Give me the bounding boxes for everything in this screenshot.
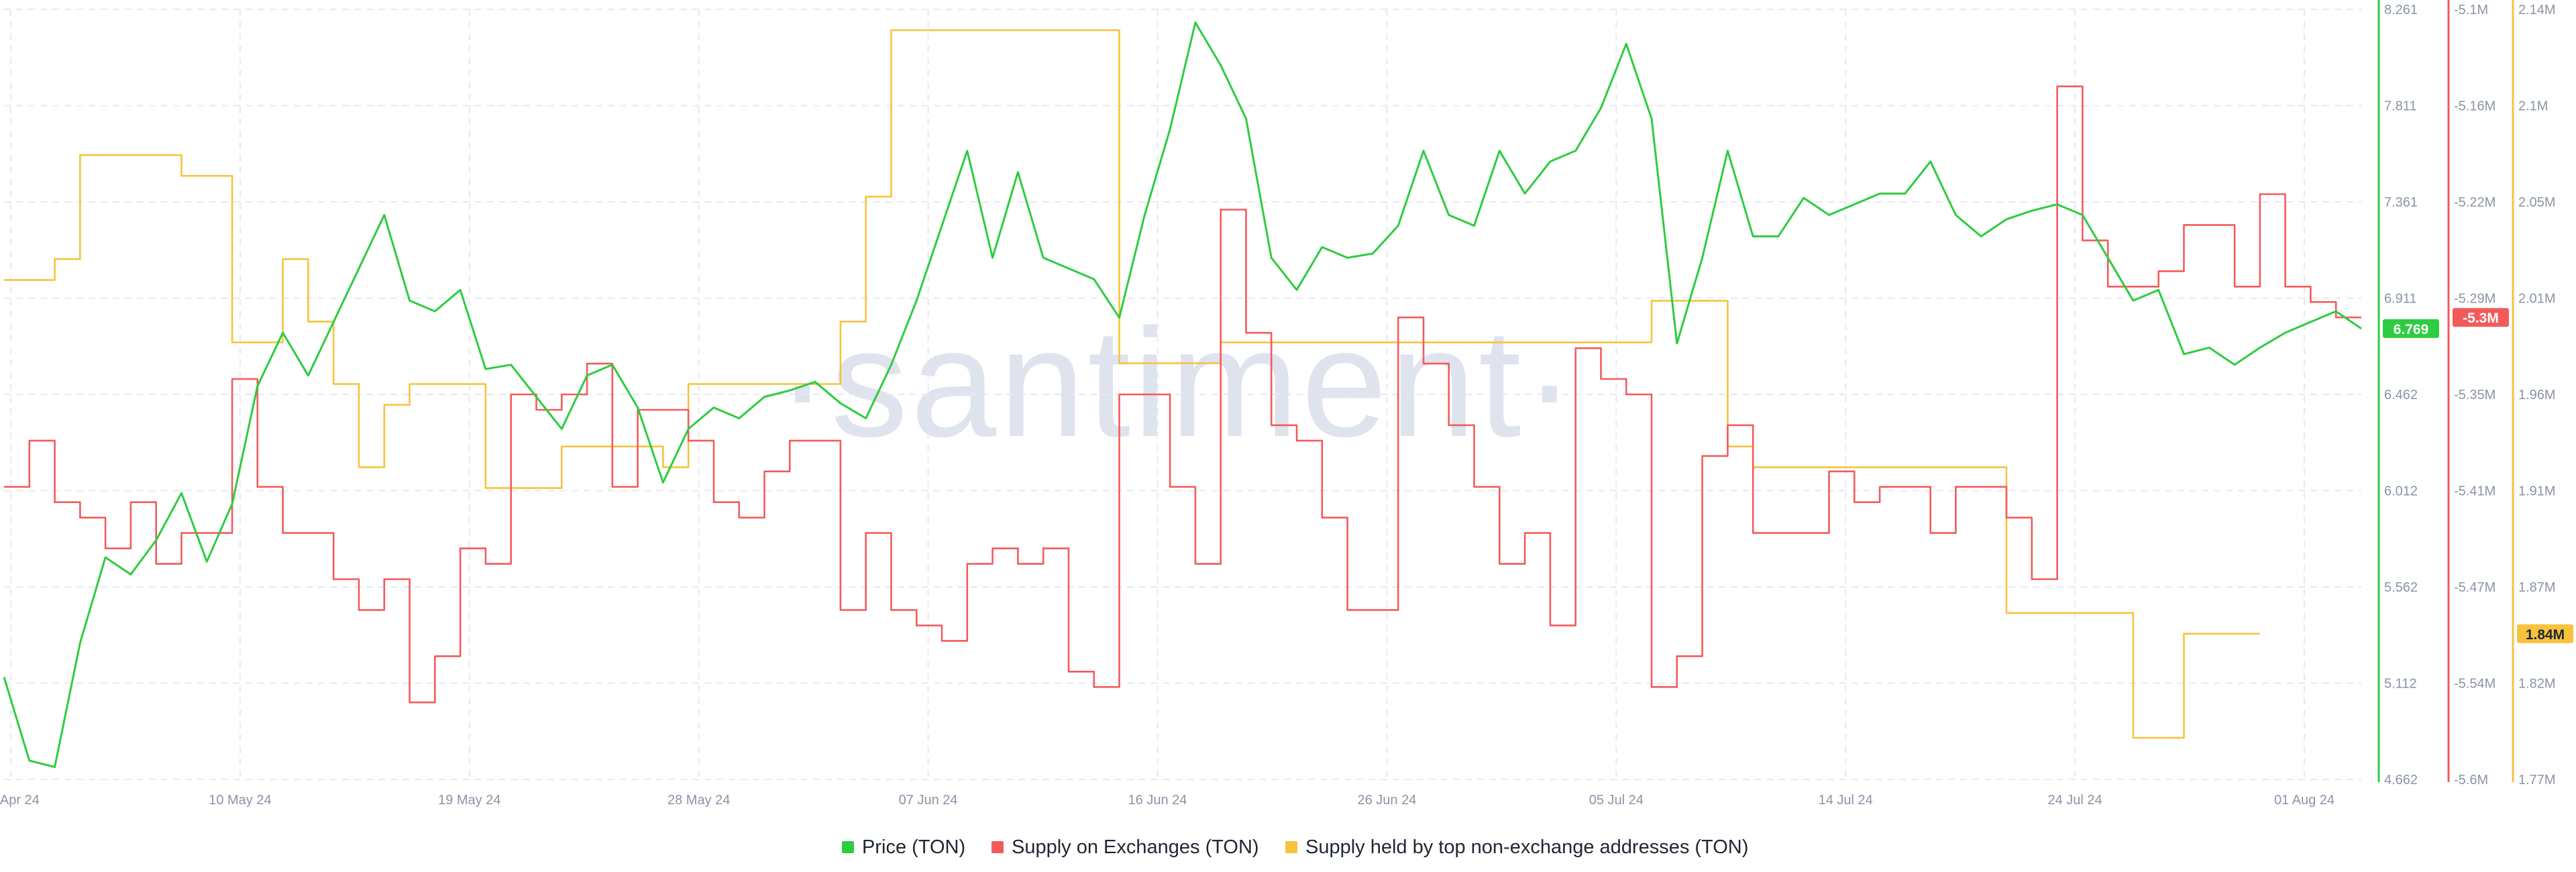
y-tick-label: 8.261 bbox=[2384, 3, 2418, 17]
legend-item-supply-top-holders: Supply held by top non-exchange addresse… bbox=[1285, 836, 1748, 858]
watermark: ·santiment· bbox=[777, 296, 1578, 469]
y-tick-label: -5.29M bbox=[2454, 292, 2496, 307]
x-tick-label: 24 Jul 24 bbox=[2048, 793, 2102, 808]
y-tick-label: 1.82M bbox=[2518, 677, 2556, 692]
y-tick-label: -5.16M bbox=[2454, 99, 2496, 114]
x-tick-label: 01 Aug 24 bbox=[2274, 793, 2334, 808]
x-tick-label: 28 May 24 bbox=[667, 793, 730, 808]
y-tick-label: 2.1M bbox=[2518, 99, 2548, 114]
legend-label: Price (TON) bbox=[862, 836, 965, 858]
y-tick-label: 1.96M bbox=[2518, 388, 2556, 402]
y-tick-label: 7.811 bbox=[2384, 99, 2417, 114]
x-tick-label: 30 Apr 24 bbox=[0, 793, 40, 808]
y-tick-label: -5.35M bbox=[2454, 388, 2496, 402]
y-tick-label: -5.41M bbox=[2454, 484, 2496, 499]
legend-item-price: Price (TON) bbox=[842, 836, 965, 858]
y-tick-label: 7.361 bbox=[2384, 195, 2418, 210]
last-value-badge-bg bbox=[2383, 319, 2439, 338]
y-tick-label: -5.22M bbox=[2454, 195, 2496, 210]
y-tick-label: -5.54M bbox=[2454, 677, 2496, 692]
last-value-badge-bg bbox=[2517, 624, 2573, 643]
legend: Price (TON) Supply on Exchanges (TON) Supp… bbox=[842, 836, 1748, 858]
x-tick-label: 19 May 24 bbox=[438, 793, 500, 808]
y-tick-label: -5.1M bbox=[2454, 3, 2488, 17]
series-line-supply-exchanges bbox=[4, 85, 2361, 704]
y-tick-label: 1.77M bbox=[2518, 773, 2556, 787]
y-tick-label: 6.911 bbox=[2384, 292, 2417, 307]
y-tick-label: 2.05M bbox=[2518, 195, 2556, 210]
y-tick-label: -5.6M bbox=[2454, 773, 2488, 787]
legend-label: Supply held by top non-exchange addresse… bbox=[1305, 836, 1748, 858]
y-tick-label: 6.012 bbox=[2384, 484, 2418, 499]
last-value-badge-supply-exchanges: -5.3M bbox=[2453, 308, 2509, 327]
series-layer bbox=[3, 21, 2362, 768]
x-tick-label: 07 Jun 24 bbox=[899, 793, 958, 808]
y-tick-label: 4.662 bbox=[2384, 773, 2418, 787]
x-tick-label: 05 Jul 24 bbox=[1589, 793, 1644, 808]
x-tick-label: 14 Jul 24 bbox=[1819, 793, 1873, 808]
legend-swatch bbox=[842, 841, 854, 853]
last-value-badge-price: 6.769 bbox=[2383, 319, 2439, 338]
y-tick-label: -5.47M bbox=[2454, 580, 2496, 595]
legend-item-supply-exchanges: Supply on Exchanges (TON) bbox=[991, 836, 1259, 858]
y-tick-label: 1.91M bbox=[2518, 484, 2556, 499]
y-tick-label: 5.112 bbox=[2384, 677, 2417, 692]
last-value-badge-text: 6.769 bbox=[2394, 322, 2429, 337]
y-tick-label: 5.562 bbox=[2384, 580, 2418, 595]
legend-label: Supply on Exchanges (TON) bbox=[1012, 836, 1259, 858]
legend-swatch bbox=[1285, 841, 1297, 853]
x-tick-label: 10 May 24 bbox=[209, 793, 271, 808]
y-tick-label: 2.01M bbox=[2518, 292, 2556, 307]
axes-layer: 30 Apr 24 10 May 24 19 May 24 28 May 24 07 J… bbox=[0, 0, 2573, 808]
series-line-price bbox=[3, 21, 2362, 768]
grid bbox=[4, 9, 2361, 780]
x-tick-label: 16 Jun 24 bbox=[1128, 793, 1187, 808]
y-tick-label: 1.87M bbox=[2518, 580, 2556, 595]
x-tick-label: 26 Jun 24 bbox=[1357, 793, 1416, 808]
last-value-badge-text: -5.3M bbox=[2463, 311, 2499, 326]
y-tick-label: 2.14M bbox=[2518, 3, 2556, 17]
y-tick-label: 6.462 bbox=[2384, 388, 2418, 402]
legend-swatch bbox=[991, 841, 1004, 853]
last-value-badge-supply-top-holders: 1.84M bbox=[2517, 624, 2573, 643]
last-value-badge-text: 1.84M bbox=[2526, 627, 2565, 643]
last-value-badge-bg bbox=[2453, 308, 2509, 327]
